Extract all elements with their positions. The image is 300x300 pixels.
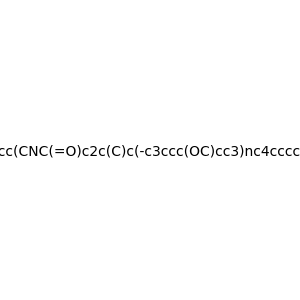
Text: COc1ccc(CNC(=O)c2c(C)c(-c3ccc(OC)cc3)nc4ccccc24)cc1: COc1ccc(CNC(=O)c2c(C)c(-c3ccc(OC)cc3)nc4… — [0, 145, 300, 158]
